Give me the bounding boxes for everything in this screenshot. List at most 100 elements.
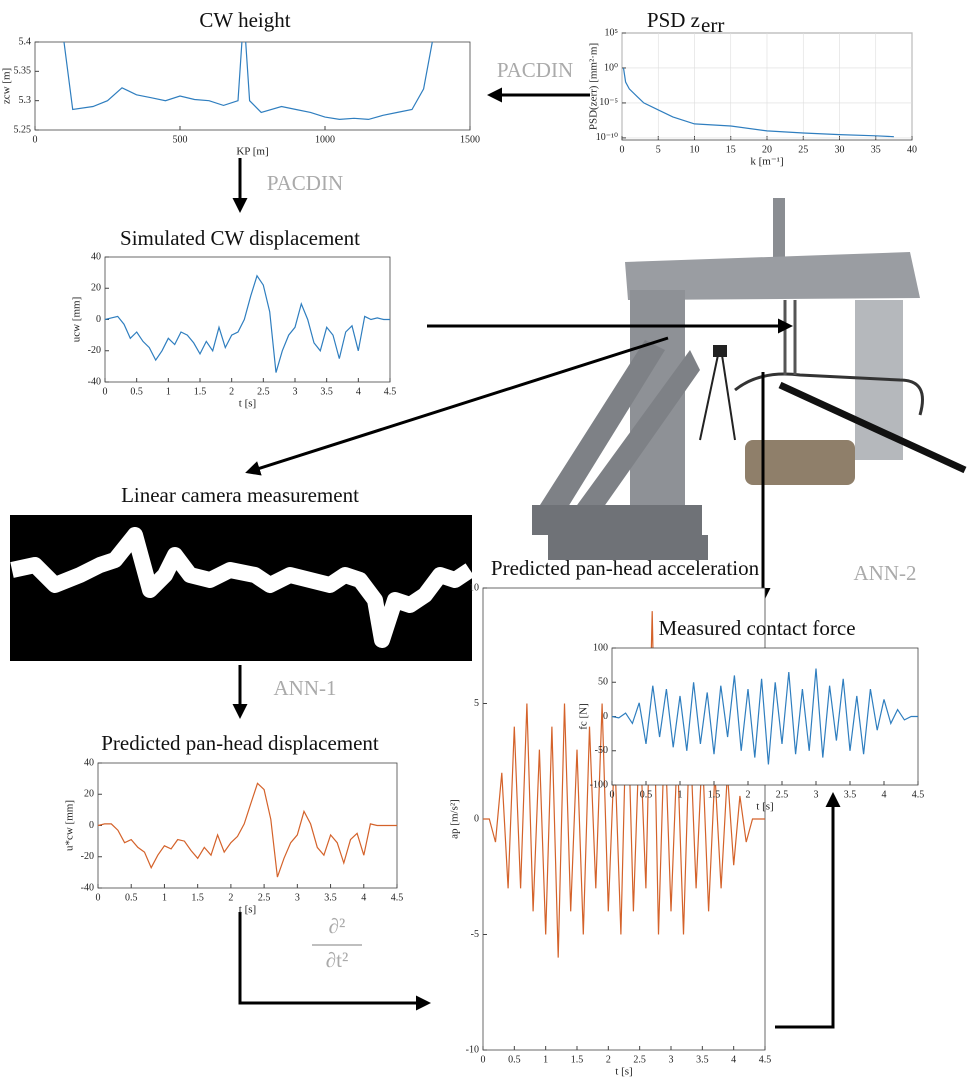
y-tick-label: 5.35 — [14, 66, 32, 77]
x-tick-label: 2.5 — [258, 892, 271, 903]
y-tick-label: 20 — [91, 283, 101, 294]
x-tick-label: 5 — [656, 144, 661, 155]
y-tick-label: 40 — [84, 757, 94, 768]
x-tick-label: 15 — [726, 144, 736, 155]
x-tick-label: 3.5 — [320, 386, 333, 397]
y-tick-label: 0 — [96, 314, 101, 325]
x-tick-label: 4.5 — [384, 386, 397, 397]
x-axis-label: t [s] — [239, 398, 256, 410]
chart-title: Simulated CW displacement — [120, 226, 360, 250]
y-axis-label: PSD(zerr) [mm²·m] — [588, 43, 600, 130]
x-tick-label: 3 — [669, 1054, 674, 1065]
x-tick-label: 3 — [293, 386, 298, 397]
x-tick-label: 1.5 — [571, 1054, 584, 1065]
y-tick-label: 40 — [91, 251, 101, 262]
data-line — [63, 42, 433, 121]
x-axis-label: KP [m] — [236, 146, 268, 158]
x-tick-label: 1.5 — [191, 892, 204, 903]
x-tick-label: 30 — [835, 144, 845, 155]
y-tick-label: 50 — [598, 677, 608, 688]
x-tick-label: 40 — [907, 144, 917, 155]
x-tick-label: 1 — [678, 789, 683, 800]
y-tick-label: 0 — [603, 711, 608, 722]
chart-title: Predicted pan-head acceleration — [491, 556, 760, 580]
y-tick-label: 5.3 — [19, 95, 32, 106]
x-tick-label: 1.5 — [708, 789, 721, 800]
y-axis-label: zcw [m] — [1, 68, 13, 104]
camera-image: Linear camera measurement — [10, 483, 475, 661]
x-tick-label: 2 — [228, 892, 233, 903]
chart-title: CW height — [199, 8, 290, 32]
y-tick-label: -50 — [595, 745, 608, 756]
y-axis-label: fc [N] — [578, 703, 590, 730]
y-axis-label: u*cw [mm] — [64, 800, 76, 851]
chart: Measured contact force 0 0.5 1 1.5 2 2.5 3 3.5 4 4… — [578, 616, 925, 813]
y-tick-label: 5 — [474, 698, 479, 709]
data-line — [105, 274, 390, 373]
x-tick-label: 1 — [543, 1054, 548, 1065]
arrows — [232, 87, 841, 1029]
y-tick-label: 100 — [593, 642, 608, 653]
x-tick-label: 10 — [690, 144, 700, 155]
chart-title: PSD z — [647, 8, 700, 32]
data-line — [483, 611, 765, 958]
x-tick-label: 0.5 — [130, 386, 143, 397]
plot-area — [97, 762, 398, 889]
x-tick-label: 1 — [166, 386, 171, 397]
arrow-label: ANN-1 — [274, 676, 337, 700]
x-tick-label: 0.5 — [640, 789, 653, 800]
x-tick-label: 4 — [361, 892, 366, 903]
y-tick-label: 10⁻⁵ — [599, 97, 618, 108]
x-tick-label: 0.5 — [508, 1054, 521, 1065]
y-tick-label: 0 — [89, 820, 94, 831]
x-tick-label: 4.5 — [912, 789, 925, 800]
y-tick-label: -10 — [466, 1044, 479, 1055]
x-tick-label: 2 — [746, 789, 751, 800]
x-tick-label: 2.5 — [257, 386, 270, 397]
y-tick-label: 10⁰ — [604, 62, 618, 73]
y-tick-label: 5.25 — [14, 124, 32, 135]
camera-title: Linear camera measurement — [121, 483, 359, 507]
x-tick-label: 0 — [33, 134, 38, 145]
arrow-label: ANN-2 — [854, 561, 917, 585]
y-tick-label: -20 — [88, 345, 101, 356]
x-tick-label: 2.5 — [776, 789, 789, 800]
x-tick-label: 4 — [356, 386, 361, 397]
data-line — [98, 782, 397, 878]
x-tick-label: 0.5 — [125, 892, 138, 903]
x-tick-label: 4 — [731, 1054, 736, 1065]
x-axis-label: k [m⁻¹] — [750, 156, 783, 168]
test-rig-photo — [532, 198, 967, 560]
x-axis-label: t [s] — [756, 801, 773, 813]
chart-title: Predicted pan-head displacement — [101, 731, 379, 755]
x-tick-label: 35 — [871, 144, 881, 155]
x-tick-label: 2 — [229, 386, 234, 397]
x-axis-label: t [s] — [615, 1066, 632, 1078]
x-tick-label: 3 — [295, 892, 300, 903]
arrow-label: PACDIN — [267, 171, 343, 195]
y-tick-label: 10 — [469, 582, 479, 593]
y-tick-label: -40 — [81, 882, 94, 893]
chart: Predicted pan-head displacement 0 0.5 1 1.5 2… — [64, 731, 404, 916]
chart: Simulated CW displacement 0 0.5 1 1.5 2 2.5 3 3.… — [71, 226, 397, 410]
chart-title: Measured contact force — [658, 616, 855, 640]
y-tick-label: -5 — [471, 929, 479, 940]
x-tick-label: 1 — [162, 892, 167, 903]
x-tick-label: 2 — [606, 1054, 611, 1065]
y-axis-label: ap [m/s²] — [449, 799, 461, 839]
derivative-denominator: ∂t² — [326, 948, 349, 972]
x-tick-label: 2.5 — [633, 1054, 646, 1065]
x-tick-label: 500 — [173, 134, 188, 145]
plot-area — [34, 41, 471, 131]
x-tick-label: 20 — [762, 144, 772, 155]
chart: CW height 0 500 1000 1500 5.25 5.3 5.35 5.4 KP [m… — [1, 8, 480, 158]
x-tick-label: 25 — [798, 144, 808, 155]
x-tick-label: 0 — [481, 1054, 486, 1065]
x-tick-label: 0 — [610, 789, 615, 800]
y-tick-label: 20 — [84, 789, 94, 800]
x-tick-label: 1.5 — [194, 386, 207, 397]
y-tick-label: 5.4 — [19, 36, 32, 47]
y-axis-label: ucw [mm] — [71, 297, 83, 343]
x-tick-label: 3.5 — [844, 789, 857, 800]
x-tick-label: 3.5 — [324, 892, 337, 903]
